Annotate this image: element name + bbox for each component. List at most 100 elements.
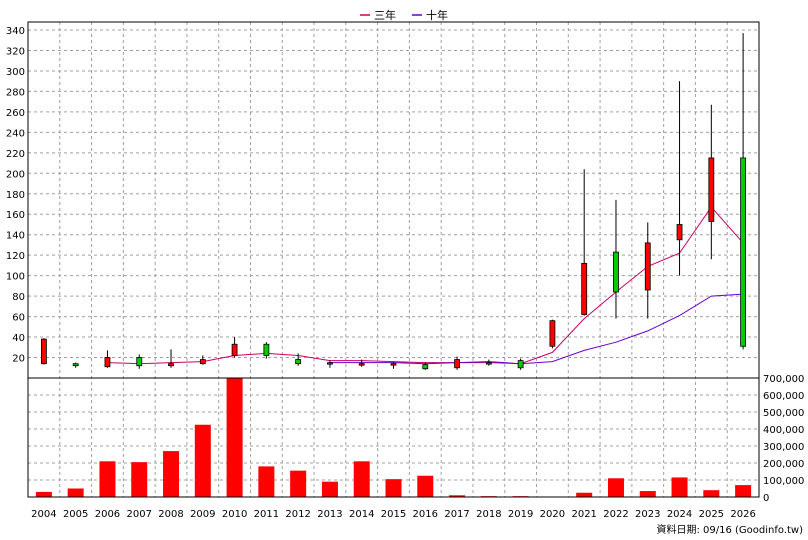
- volume-bar-2011: [258, 466, 275, 497]
- year-tick-label: 2004: [31, 509, 56, 520]
- price-tick-label: 300: [6, 67, 25, 78]
- price-tick-label: 340: [6, 26, 25, 37]
- candle-2017: [454, 356, 460, 370]
- year-tick-label: 2015: [381, 509, 406, 520]
- volume-tick-label: 200,000: [763, 459, 804, 470]
- candle-body: [40, 338, 47, 365]
- volume-bar-2017: [449, 495, 466, 497]
- legend: 三年 十年: [360, 8, 448, 22]
- price-tick-label: 160: [6, 210, 25, 221]
- candle-body: [549, 320, 556, 347]
- year-tick-label: 2011: [254, 509, 279, 520]
- candle-2025: [708, 104, 715, 260]
- candle-2026: [740, 33, 747, 350]
- price-tick-label: 140: [6, 231, 25, 242]
- candle-2005: [72, 362, 79, 368]
- year-tick-label: 2010: [222, 509, 247, 520]
- year-tick-label: 2017: [444, 509, 469, 520]
- volume-bar-2026: [735, 485, 752, 497]
- volume-bar-2005: [67, 488, 84, 497]
- candle-2011: [263, 342, 270, 359]
- volume-bar-2023: [639, 491, 656, 497]
- candle-2007: [136, 354, 143, 369]
- price-tick-label: 320: [6, 46, 25, 57]
- volume-tick-label: 500,000: [763, 408, 804, 419]
- candle-2010: [231, 337, 238, 358]
- price-tick-label: 60: [12, 313, 25, 324]
- candle-2018: [485, 359, 492, 366]
- data-date-footer: 資料日期: 09/16 (Goodinfo.tw): [656, 523, 803, 536]
- candle-body: [231, 343, 238, 356]
- volume-panel: 0 100,000 200,000 300,000 400,000 500,000 600,…: [27, 374, 804, 504]
- year-tick-label: 2020: [540, 509, 565, 520]
- candle-2009: [199, 355, 206, 365]
- candle-2024: [676, 81, 683, 276]
- year-tick-label: 2005: [63, 509, 88, 520]
- volume-tick-label: 300,000: [763, 442, 804, 453]
- year-tick-label: 2016: [413, 509, 438, 520]
- candle-2023: [644, 222, 651, 319]
- candle-2004: [40, 338, 47, 365]
- year-tick-label: 2023: [635, 509, 660, 520]
- year-tick-label: 2024: [667, 509, 692, 520]
- candle-body: [358, 363, 365, 366]
- price-panel: 20 40 60 80 100 120 140 160 180 200 220 240 260 280 30…: [6, 21, 760, 497]
- ma-line-1: [107, 206, 744, 365]
- volume-bar-2007: [131, 462, 148, 497]
- volume-tick-label: 400,000: [763, 425, 804, 436]
- legend-label-1: 三年: [374, 8, 396, 22]
- volume-bar-2022: [607, 478, 624, 497]
- candle-body: [295, 359, 302, 365]
- volume-bar-2004: [35, 491, 52, 497]
- volume-tick-label: 600,000: [763, 391, 804, 402]
- candle-2015: [390, 361, 397, 369]
- volume-bar-2021: [576, 492, 593, 497]
- candle-body: [613, 251, 619, 293]
- legend-label-2: 十年: [426, 8, 448, 22]
- volume-bar-2024: [671, 477, 688, 497]
- candle-body: [676, 224, 683, 241]
- year-tick-label: 2012: [285, 509, 310, 520]
- volume-bar-2025: [703, 490, 720, 497]
- price-tick-label: 120: [6, 251, 25, 262]
- candle-2019: [517, 358, 524, 370]
- candle-2008: [168, 349, 174, 368]
- volume-bar-2013: [321, 481, 338, 497]
- price-tick-label: 20: [12, 354, 25, 365]
- candle-body: [454, 359, 460, 369]
- candle-2012: [295, 353, 302, 366]
- candle-body: [168, 363, 174, 367]
- candle-2013: [327, 360, 333, 368]
- candle-body: [390, 363, 397, 366]
- price-tick-label: 280: [6, 87, 25, 98]
- candle-body: [104, 357, 111, 368]
- candle-body: [740, 157, 747, 347]
- candle-body: [581, 262, 588, 315]
- volume-bar-2015: [385, 479, 402, 497]
- volume-bar-2016: [417, 475, 434, 497]
- candle-body: [517, 360, 524, 369]
- price-tick-label: 100: [6, 272, 25, 283]
- volume-tick-label: 0: [763, 493, 769, 504]
- candle-body: [72, 363, 79, 367]
- price-tick-label: 260: [6, 108, 25, 119]
- year-tick-label: 2007: [127, 509, 152, 520]
- ma-line-2: [329, 293, 744, 365]
- year-tick-label: 2026: [730, 509, 755, 520]
- candle-body: [708, 157, 715, 222]
- price-tick-label: 40: [12, 333, 25, 344]
- volume-bar-2009: [194, 424, 211, 497]
- candle-body: [199, 359, 206, 365]
- volume-tick-label: 700,000: [763, 374, 804, 385]
- price-tick-label: 180: [6, 190, 25, 201]
- price-tick-label: 200: [6, 169, 25, 180]
- price-tick-label: 80: [12, 292, 25, 303]
- price-frame: [27, 21, 760, 379]
- year-tick-label: 2014: [349, 509, 374, 520]
- volume-bar-2010: [226, 378, 243, 497]
- volume-tick-label: 100,000: [763, 476, 804, 487]
- year-tick-label: 2022: [603, 509, 628, 520]
- volume-bar-2006: [99, 461, 116, 497]
- candle-body: [485, 362, 492, 365]
